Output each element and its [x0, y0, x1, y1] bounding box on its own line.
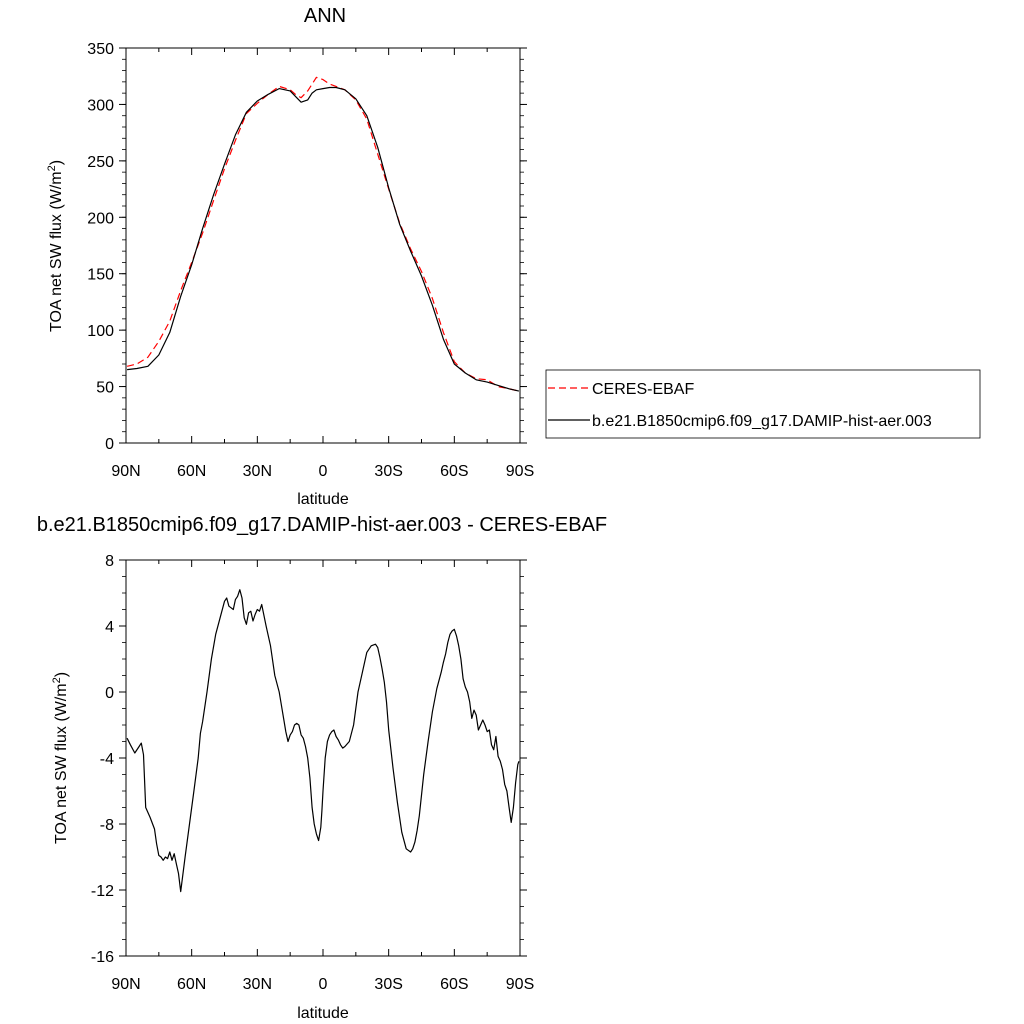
plot-frame [125, 559, 521, 957]
x-tick-label: 30S [374, 976, 402, 993]
y-tick-label: 4 [105, 619, 114, 636]
series-lines [126, 589, 520, 893]
top-panel: ANN 90N 60N 30N 0 30S 60S 90S 0 50 100 150 200 250 30… [46, 5, 981, 508]
legend-label-ceres: CERES-EBAF [592, 381, 694, 398]
x-tick-label: 0 [319, 976, 328, 993]
y-tick-label: 350 [87, 41, 114, 58]
y-axis-label: TOA net SW flux (W/m2) [51, 672, 70, 844]
y-tick-label: 300 [87, 97, 114, 114]
y-tick-label: 8 [105, 553, 114, 570]
y-axis-label: TOA net SW flux (W/m2) [46, 160, 65, 332]
y-tick-label: 150 [87, 267, 114, 284]
series-line-1 [127, 86, 520, 392]
y-tick-label: 50 [96, 380, 114, 397]
chart-title: b.e21.B1850cmip6.f09_g17.DAMIP-hist-aer.… [37, 514, 607, 536]
axis-ticks: 90N 60N 30N 0 30S 60S 90S 0 50 100 150 200 250 300 350 [87, 41, 534, 480]
legend-box [545, 369, 981, 439]
y-tick-label: -16 [91, 949, 114, 966]
x-tick-label: 90N [111, 463, 140, 480]
series-lines [126, 76, 520, 392]
plot-frame [125, 47, 521, 444]
y-tick-label: 250 [87, 154, 114, 171]
x-tick-label: 0 [319, 463, 328, 480]
y-tick-label: -8 [100, 817, 114, 834]
x-tick-label: 60S [440, 463, 468, 480]
axis-ticks: 90N 60N 30N 0 30S 60S 90S 8 4 0 -4 -8 -12 -16 [91, 553, 534, 993]
x-tick-label: 90S [506, 463, 534, 480]
y-tick-label: 100 [87, 323, 114, 340]
bottom-panel: b.e21.B1850cmip6.f09_g17.DAMIP-hist-aer.… [37, 514, 607, 1022]
chart-title: ANN [304, 5, 346, 27]
x-axis-label: latitude [297, 1005, 349, 1022]
x-tick-label: 60S [440, 976, 468, 993]
series-line-0 [126, 76, 520, 392]
x-tick-label: 30N [243, 463, 272, 480]
x-tick-label: 60N [177, 463, 206, 480]
x-tick-label: 90S [506, 976, 534, 993]
y-tick-label: 200 [87, 210, 114, 227]
x-tick-label: 60N [177, 976, 206, 993]
x-tick-label: 30N [243, 976, 272, 993]
legend: CERES-EBAF b.e21.B1850cmip6.f09_g17.DAMI… [545, 369, 981, 439]
x-tick-label: 30S [374, 463, 402, 480]
series-line-0 [126, 589, 520, 893]
y-tick-label: -4 [100, 751, 114, 768]
y-tick-label: 0 [105, 685, 114, 702]
y-tick-label: 0 [105, 436, 114, 453]
x-axis-label: latitude [297, 491, 349, 508]
y-tick-label: -12 [91, 883, 114, 900]
legend-label-model: b.e21.B1850cmip6.f09_g17.DAMIP-hist-aer.… [592, 413, 932, 430]
x-tick-label: 90N [111, 976, 140, 993]
